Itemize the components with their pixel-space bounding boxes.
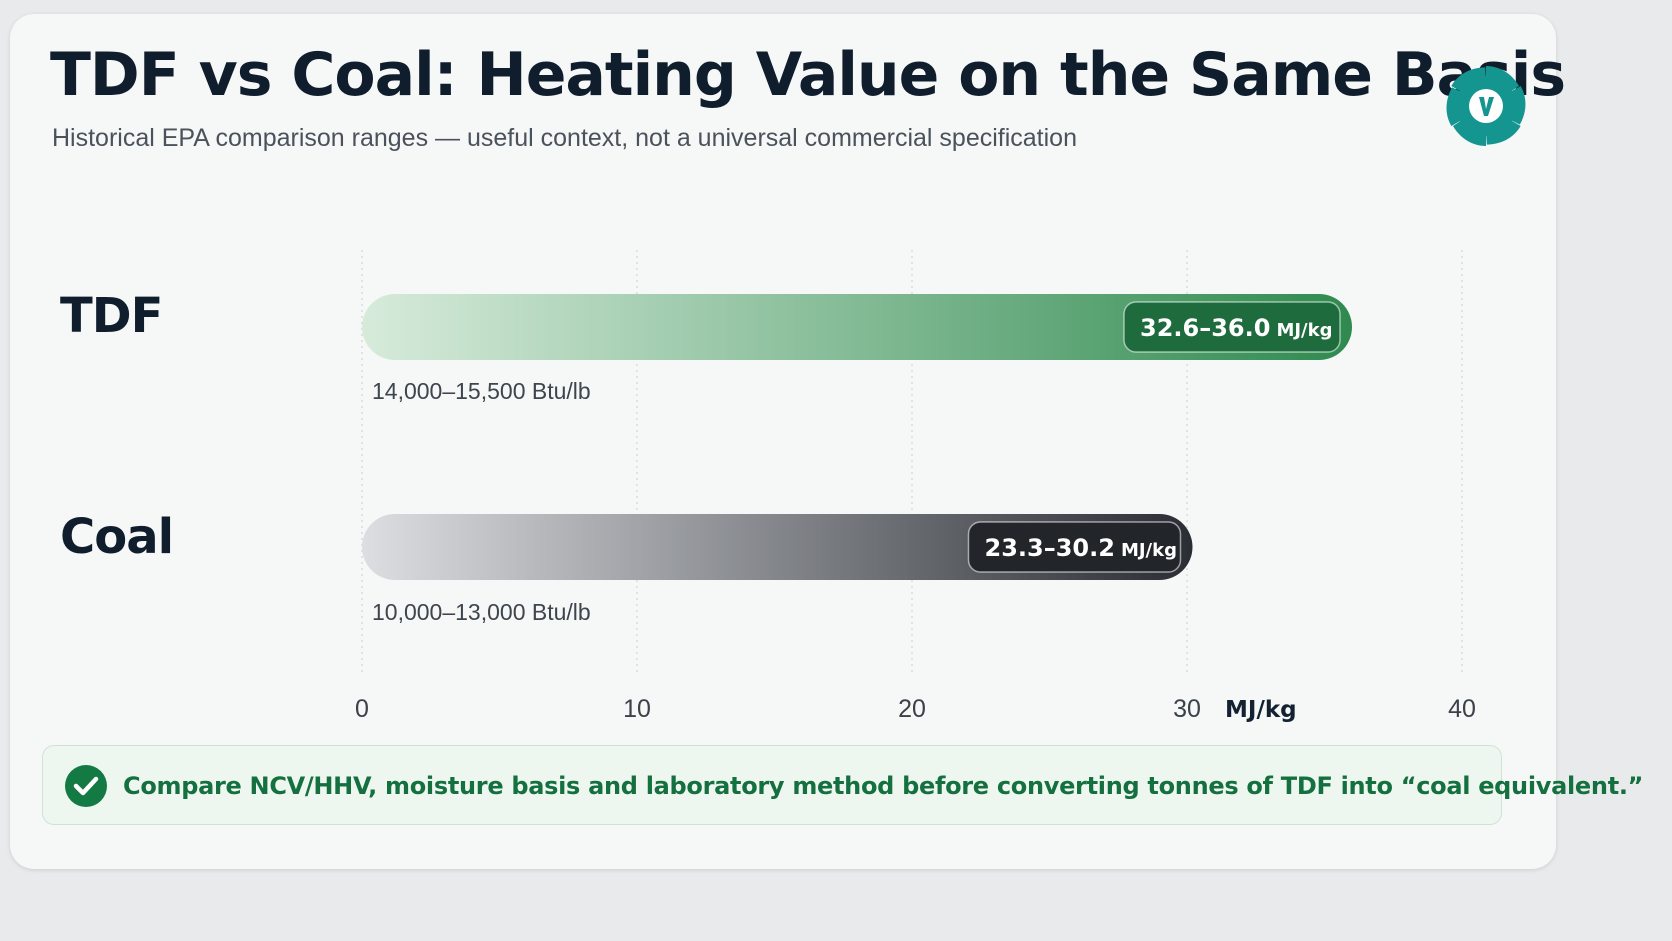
value-range: 32.6–36.0 (1140, 314, 1270, 342)
btu-label: 10,000–13,000 Btu/lb (372, 599, 591, 625)
note-callout: Compare NCV/HHV, moisture basis and labo… (42, 745, 1643, 825)
x-axis-unit-label: MJ/kg (1225, 697, 1297, 723)
x-tick-label: 10 (623, 695, 651, 723)
value-unit: MJ/kg (1276, 320, 1332, 341)
gear-logo-icon (1446, 66, 1526, 146)
category-label: Coal (60, 509, 173, 565)
x-tick-label: 20 (898, 695, 926, 723)
value-unit: MJ/kg (1121, 540, 1177, 561)
value-label: 32.6–36.0 MJ/kg (1140, 314, 1332, 342)
page-title: TDF vs Coal: Heating Value on the Same B… (50, 40, 1566, 110)
check-circle-icon (65, 765, 107, 807)
category-label: TDF (60, 288, 162, 344)
infographic-card (10, 14, 1556, 869)
x-tick-label: 30 (1173, 695, 1201, 723)
value-pill (967, 521, 1182, 573)
page-subtitle: Historical EPA comparison ranges — usefu… (52, 124, 1077, 152)
value-range: 23.3–30.2 (985, 534, 1115, 562)
bar-tdf (362, 294, 1352, 360)
btu-label: 14,000–15,500 Btu/lb (372, 378, 591, 404)
value-label: 23.3–30.2 MJ/kg (985, 534, 1177, 562)
x-tick-label: 0 (355, 695, 369, 723)
value-pill (1123, 301, 1341, 353)
x-tick-label: 40 (1448, 695, 1476, 723)
callout-text: Compare NCV/HHV, moisture basis and labo… (123, 772, 1644, 800)
